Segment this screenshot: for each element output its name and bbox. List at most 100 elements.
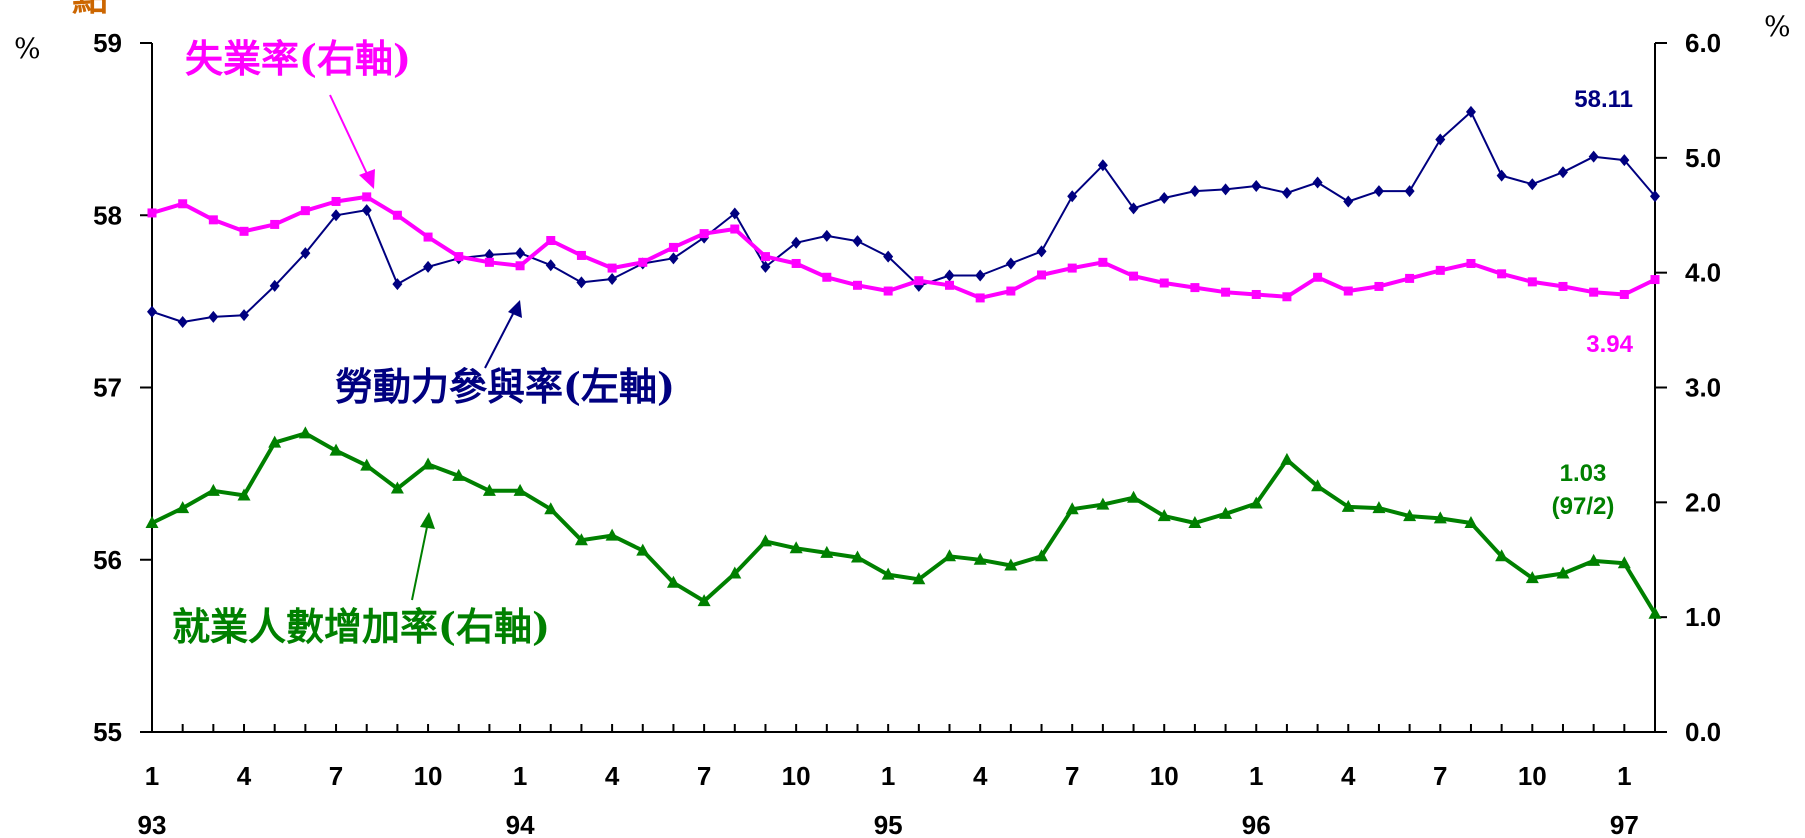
- unemployment-point: [484, 257, 494, 267]
- employment-point: [237, 488, 251, 501]
- unemployment-point: [239, 226, 249, 236]
- employment-last-label: 1.03: [1560, 460, 1607, 487]
- participation-point: [1588, 150, 1599, 163]
- participation-point: [423, 260, 434, 273]
- employment-point: [636, 543, 650, 556]
- unemployment-point: [1374, 281, 1384, 291]
- unemployment-point: [300, 206, 310, 216]
- unemployment-point: [208, 215, 218, 225]
- participation-point: [392, 278, 403, 291]
- participation-point: [331, 209, 342, 222]
- employment-point: [1249, 496, 1263, 509]
- participation-arrow: [484, 300, 522, 369]
- employment-point: [1004, 558, 1018, 571]
- left-axis-unit: %: [14, 32, 41, 65]
- employment-point: [605, 528, 619, 541]
- employment-point: [850, 550, 864, 563]
- unemployment-point: [1343, 286, 1353, 296]
- right-tick-label: 3.0: [1685, 373, 1721, 403]
- employment-point: [1096, 497, 1110, 510]
- unemployment-point: [270, 219, 280, 229]
- employment-point: [1035, 549, 1049, 562]
- participation-point: [883, 250, 894, 263]
- employment-point: [268, 435, 282, 448]
- x-month-label: 4: [237, 761, 252, 791]
- unemployment-point: [883, 286, 893, 296]
- participation-annotation: 勞動力參與率(左軸): [335, 364, 675, 409]
- employment-point: [881, 567, 895, 580]
- unemployment-point: [1221, 287, 1231, 297]
- unemployment-line: [151, 194, 1656, 300]
- unemployment-point: [638, 257, 648, 267]
- x-month-label: 1: [1249, 761, 1263, 791]
- participation-point: [1404, 185, 1415, 198]
- participation-point: [975, 269, 986, 282]
- participation-point: [1128, 202, 1139, 215]
- employment-point: [421, 457, 435, 470]
- series-layer: [145, 105, 1662, 619]
- employment-point: [820, 545, 834, 558]
- participation-point: [1343, 195, 1354, 208]
- participation-point: [791, 236, 802, 249]
- participation-point: [576, 276, 587, 289]
- participation-point: [545, 259, 556, 272]
- unemployment-point: [975, 293, 985, 303]
- unemployment-arrow: [329, 94, 375, 189]
- unemployment-point: [791, 258, 801, 268]
- employment-point: [943, 549, 957, 562]
- employment-point: [145, 516, 159, 529]
- unemployment-point: [914, 276, 924, 286]
- unemployment-point: [852, 280, 862, 290]
- participation-point: [1650, 190, 1660, 203]
- employment-point: [697, 594, 711, 607]
- x-month-label: 7: [329, 761, 343, 791]
- employment-point: [452, 468, 466, 481]
- employment-point: [513, 483, 527, 496]
- x-year-label: 94: [506, 810, 535, 838]
- unemployment-point: [1098, 257, 1108, 267]
- unemployment-point: [1006, 286, 1016, 296]
- participation-point: [269, 279, 280, 292]
- employment-point: [390, 481, 404, 494]
- employment-point: [206, 483, 220, 496]
- unemployment-point: [730, 224, 740, 234]
- unemployment-point: [1282, 292, 1292, 302]
- unemployment-point: [147, 208, 157, 218]
- unemployment-point: [1435, 265, 1445, 275]
- employment-point: [360, 458, 374, 471]
- unemployment-point: [945, 280, 955, 290]
- employment-last-sublabel: (97/2): [1552, 493, 1615, 520]
- left-tick-label: 59: [93, 28, 122, 58]
- right-axis-unit: %: [1764, 10, 1791, 43]
- right-tick-label: 6.0: [1685, 28, 1721, 58]
- employment-arrow: [411, 512, 435, 601]
- right-tick-label: 1.0: [1685, 602, 1721, 632]
- participation-point: [1036, 245, 1047, 258]
- participation-point: [668, 252, 679, 265]
- participation-point: [821, 229, 832, 242]
- unemployment-point: [1129, 271, 1139, 281]
- unemployment-point: [699, 229, 709, 239]
- x-month-label: 10: [1150, 761, 1179, 791]
- x-month-label: 10: [414, 761, 443, 791]
- unemployment-point: [1037, 270, 1047, 280]
- unemployment-point: [822, 272, 832, 282]
- participation-point: [361, 204, 372, 217]
- unemployment-point: [546, 236, 556, 246]
- unemployment-point: [331, 196, 341, 206]
- employment-point: [728, 566, 742, 579]
- employment-point: [1464, 516, 1478, 529]
- unemployment-point: [576, 250, 586, 260]
- participation-point: [1281, 186, 1292, 199]
- employment-line: [151, 431, 1657, 615]
- participation-point: [1465, 105, 1476, 118]
- participation-point: [1312, 176, 1323, 189]
- x-month-label: 10: [1518, 761, 1547, 791]
- x-year-label: 95: [874, 810, 903, 838]
- x-month-label: 7: [1065, 761, 1079, 791]
- participation-point: [1435, 133, 1446, 146]
- participation-point: [1159, 192, 1170, 205]
- employment-point: [1157, 509, 1171, 522]
- participation-last-label: 58.11: [1574, 86, 1633, 113]
